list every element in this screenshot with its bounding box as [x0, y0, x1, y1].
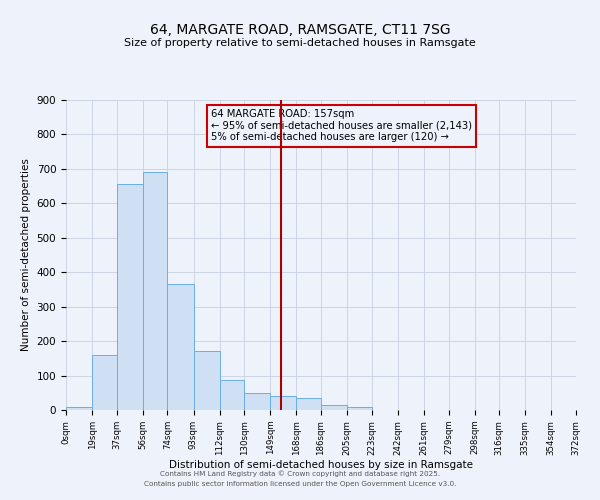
Text: Contains public sector information licensed under the Open Government Licence v3: Contains public sector information licen…	[144, 481, 456, 487]
Bar	[117, 184, 143, 410]
Y-axis label: Number of semi-detached properties: Number of semi-detached properties	[21, 158, 31, 352]
Bar	[193, 352, 220, 410]
X-axis label: Distribution of semi-detached houses by size in Ramsgate: Distribution of semi-detached houses by …	[169, 460, 473, 470]
Bar	[167, 284, 194, 410]
Bar	[347, 406, 372, 410]
Bar	[270, 396, 296, 410]
Text: Size of property relative to semi-detached houses in Ramsgate: Size of property relative to semi-detach…	[124, 38, 476, 48]
Text: Contains HM Land Registry data © Crown copyright and database right 2025.: Contains HM Land Registry data © Crown c…	[160, 470, 440, 477]
Bar	[66, 407, 92, 410]
Bar	[244, 393, 270, 410]
Bar	[220, 380, 244, 410]
Text: 64 MARGATE ROAD: 157sqm
← 95% of semi-detached houses are smaller (2,143)
5% of : 64 MARGATE ROAD: 157sqm ← 95% of semi-de…	[211, 110, 472, 142]
Bar	[143, 172, 167, 410]
Bar	[296, 398, 321, 410]
Bar	[321, 405, 347, 410]
Text: 64, MARGATE ROAD, RAMSGATE, CT11 7SG: 64, MARGATE ROAD, RAMSGATE, CT11 7SG	[149, 22, 451, 36]
Bar	[92, 355, 117, 410]
